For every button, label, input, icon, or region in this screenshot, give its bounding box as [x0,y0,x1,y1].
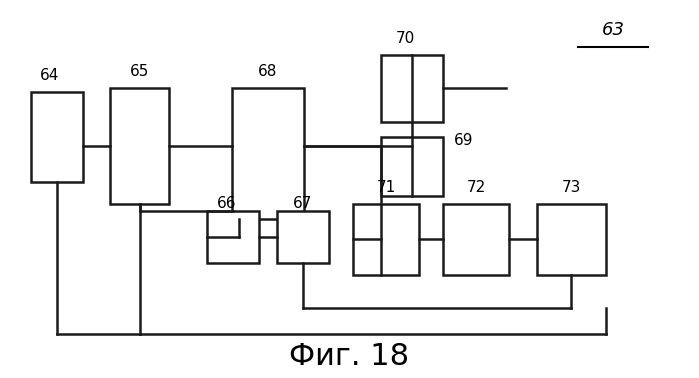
Text: 67: 67 [293,196,312,211]
Bar [353,204,419,275]
Bar [277,211,329,263]
Text: 68: 68 [259,64,278,79]
Bar [381,55,443,122]
Text: 71: 71 [376,180,396,195]
Text: 69: 69 [454,133,473,148]
Bar [231,88,305,219]
Text: 65: 65 [130,64,150,79]
Bar [381,137,443,197]
Text: 63: 63 [602,22,624,39]
Text: 64: 64 [40,68,59,83]
Text: Фиг. 18: Фиг. 18 [289,342,410,372]
Text: 66: 66 [217,196,236,211]
Bar [31,92,82,181]
Bar [110,88,169,204]
Bar [208,211,259,263]
Text: 73: 73 [562,180,581,195]
Bar [537,204,606,275]
Text: 70: 70 [396,31,415,46]
Bar [443,204,509,275]
Text: 72: 72 [466,180,486,195]
